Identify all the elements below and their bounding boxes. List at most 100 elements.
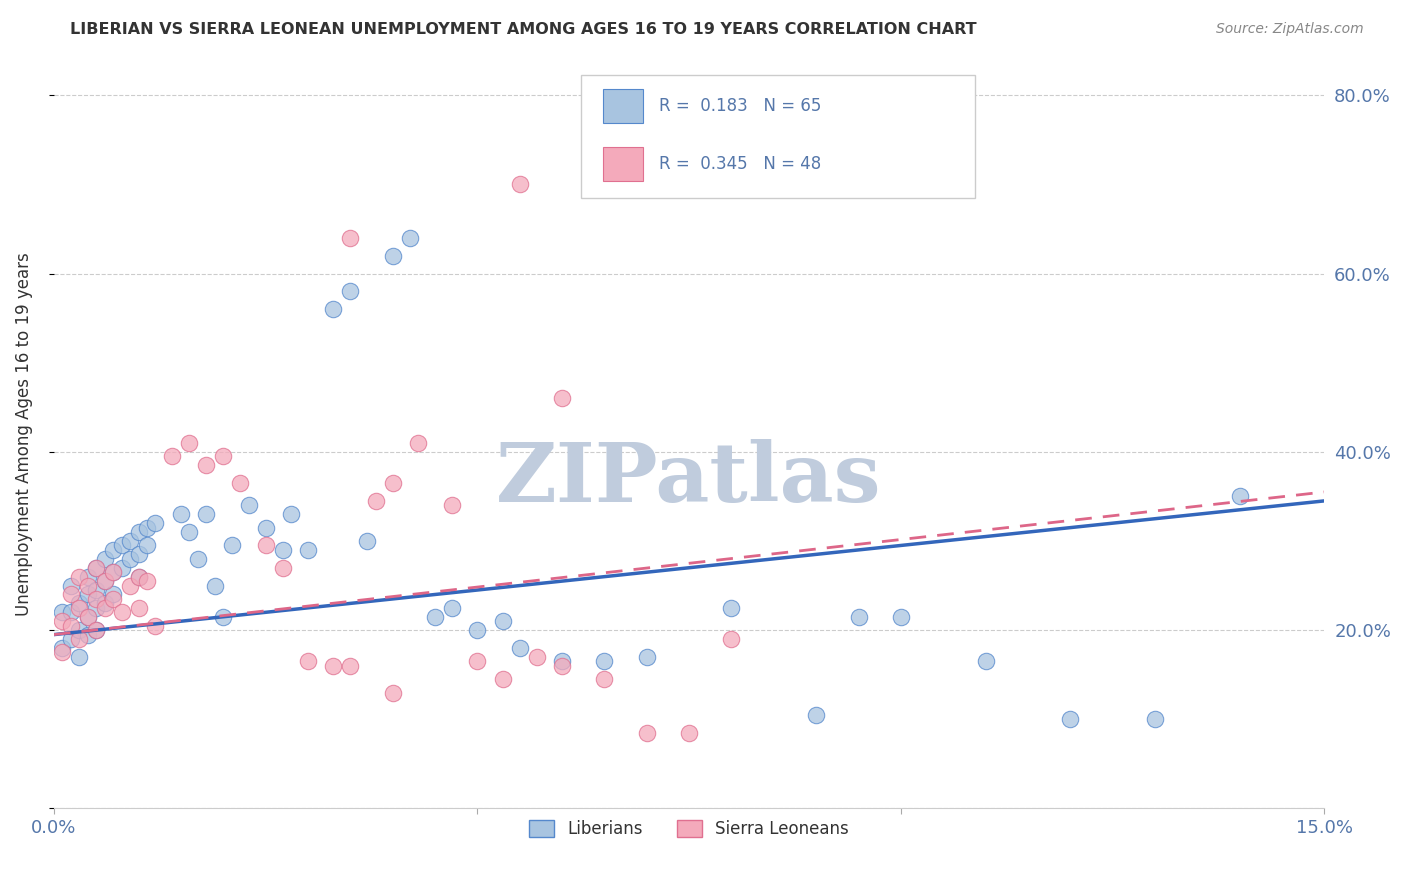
Point [179,525,201,540]
Text: R =  0.345   N = 48: R = 0.345 N = 48 [658,155,821,173]
Point [128,569,150,583]
Point [339,658,361,673]
Bar [603,147,644,181]
Point [440,499,463,513]
Point [322,658,344,673]
Legend: Liberians, Sierra Leoneans: Liberians, Sierra Leoneans [523,814,855,845]
Point [67,569,90,583]
Point [128,600,150,615]
Point [440,600,463,615]
Point [136,538,159,552]
Point [51,645,73,659]
Point [136,521,159,535]
Point [238,499,260,513]
Point [162,450,184,464]
Point [551,654,574,668]
Point [76,627,98,641]
Point [128,525,150,540]
Point [145,618,167,632]
Point [848,609,870,624]
Point [381,476,404,491]
Point [636,725,658,739]
Text: ZIPatlas: ZIPatlas [496,439,882,519]
Point [297,542,319,557]
Point [128,569,150,583]
Point [101,587,124,601]
Point [551,392,574,406]
Point [271,542,294,557]
Point [212,450,235,464]
Point [84,560,107,574]
Point [187,551,209,566]
Point [101,591,124,606]
FancyBboxPatch shape [581,75,974,198]
Y-axis label: Unemployment Among Ages 16 to 19 years: Unemployment Among Ages 16 to 19 years [15,252,32,615]
Point [84,623,107,637]
Point [76,569,98,583]
Point [492,614,515,628]
Point [381,249,404,263]
Text: Source: ZipAtlas.com: Source: ZipAtlas.com [1216,22,1364,37]
Point [398,231,420,245]
Point [120,551,142,566]
Point [84,591,107,606]
Point [67,596,90,610]
Point [51,605,73,619]
Point [84,582,107,597]
Point [67,649,90,664]
Point [84,560,107,574]
Point [381,685,404,699]
Point [229,476,252,491]
Point [254,521,277,535]
Point [551,658,574,673]
Point [1143,712,1166,726]
Point [59,605,82,619]
Point [84,600,107,615]
Point [101,565,124,579]
Point [120,534,142,549]
Point [93,551,115,566]
Point [1229,490,1251,504]
Point [110,560,132,574]
Point [297,654,319,668]
Point [322,302,344,317]
Bar [603,89,644,123]
Point [593,672,616,686]
Point [280,508,302,522]
Point [678,725,700,739]
Point [406,436,429,450]
Point [59,618,82,632]
Point [93,574,115,588]
Point [67,623,90,637]
Point [204,578,226,592]
Point [212,609,235,624]
Point [804,707,827,722]
Point [339,231,361,245]
Point [195,458,218,473]
Point [890,609,912,624]
Point [467,623,489,637]
Point [195,508,218,522]
Point [76,578,98,592]
Point [93,600,115,615]
Point [509,640,531,655]
Point [179,436,201,450]
Point [526,649,548,664]
Point [59,632,82,646]
Text: R =  0.183   N = 65: R = 0.183 N = 65 [658,97,821,115]
Point [67,632,90,646]
Point [1059,712,1081,726]
Point [51,614,73,628]
Point [136,574,159,588]
Point [84,623,107,637]
Point [720,600,742,615]
Point [101,542,124,557]
Point [93,574,115,588]
Point [509,178,531,192]
Point [51,640,73,655]
Point [101,565,124,579]
Point [593,654,616,668]
Point [76,609,98,624]
Point [110,605,132,619]
Point [364,494,387,508]
